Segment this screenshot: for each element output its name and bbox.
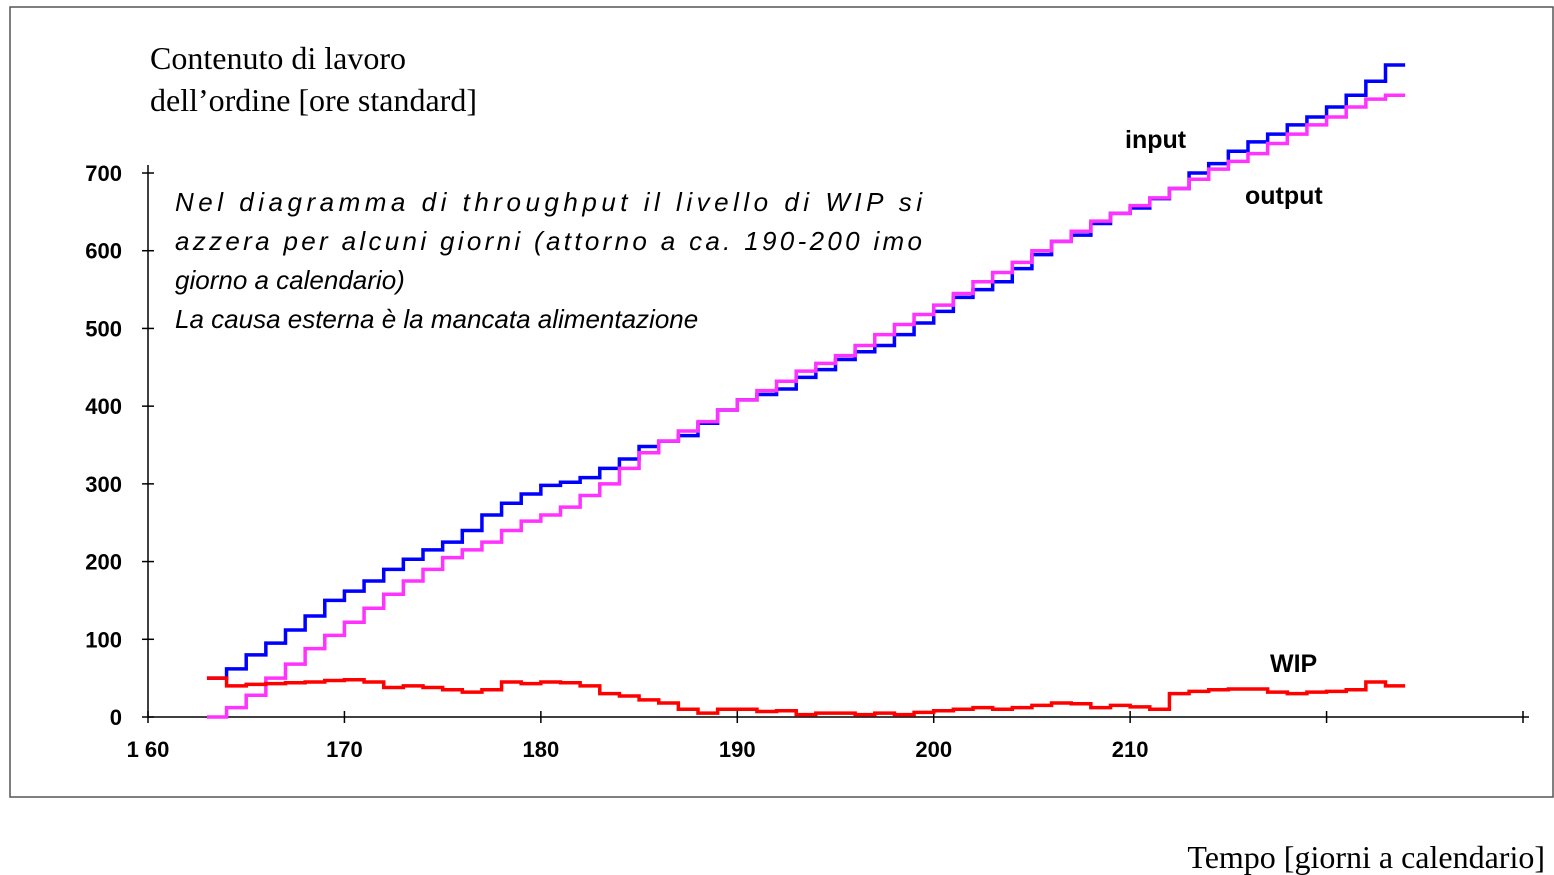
annotation: azzera per alcuni giorni (attorno a ca. … <box>175 226 922 256</box>
x-tick-label: 1 60 <box>127 737 170 762</box>
series-line <box>206 93 1406 719</box>
x-tick-label: 190 <box>719 737 756 762</box>
series-label: input <box>1125 126 1187 154</box>
series-line <box>206 63 1406 680</box>
y-tick-label: 500 <box>85 316 122 341</box>
y-tick-label: 400 <box>85 394 122 419</box>
y-tick-label: 300 <box>85 472 122 497</box>
frame <box>9 6 1554 798</box>
y-tick-label: 700 <box>85 161 122 186</box>
y-axis-label: Contenuto di lavoro <box>150 40 406 76</box>
annotation: La causa esterna è la mancata alimentazi… <box>175 304 698 334</box>
y-tick-label: 100 <box>85 627 122 652</box>
x-tick-label: 210 <box>1112 737 1149 762</box>
x-axis-label: Tempo [giorni a calendario] <box>1187 839 1545 875</box>
annotation: giorno a calendario) <box>175 265 405 295</box>
x-tick-label: 200 <box>915 737 952 762</box>
annotation: Nel diagramma di throughput il livello d… <box>175 187 923 217</box>
x-tick-label: 170 <box>326 737 363 762</box>
y-tick-label: 0 <box>110 705 122 730</box>
series-label: WIP <box>1270 650 1317 678</box>
x-tick-label: 180 <box>522 737 559 762</box>
y-tick-label: 600 <box>85 239 122 264</box>
series-line <box>206 676 1406 717</box>
y-axis-label: dell’ordine [ore standard] <box>150 82 477 118</box>
y-tick-label: 200 <box>85 550 122 575</box>
series-label: output <box>1245 182 1323 210</box>
